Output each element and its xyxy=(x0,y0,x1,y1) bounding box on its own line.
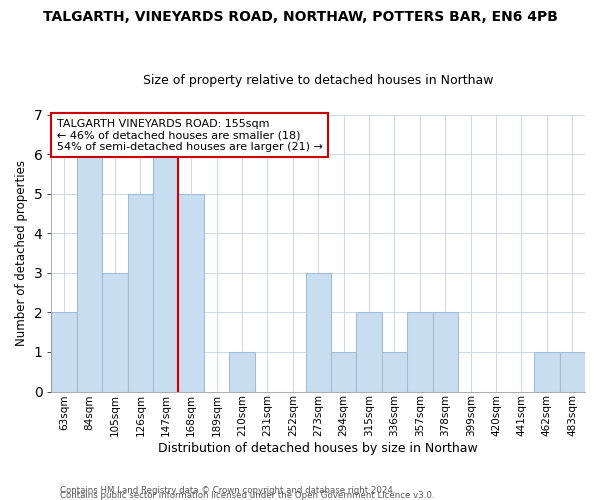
Bar xyxy=(356,312,382,392)
Bar xyxy=(102,273,128,392)
Bar xyxy=(534,352,560,392)
Bar xyxy=(178,194,204,392)
Bar xyxy=(407,312,433,392)
Text: Contains public sector information licensed under the Open Government Licence v3: Contains public sector information licen… xyxy=(60,490,434,500)
Bar xyxy=(331,352,356,392)
Bar xyxy=(153,154,178,392)
Bar xyxy=(229,352,255,392)
Text: TALGARTH, VINEYARDS ROAD, NORTHAW, POTTERS BAR, EN6 4PB: TALGARTH, VINEYARDS ROAD, NORTHAW, POTTE… xyxy=(43,10,557,24)
Y-axis label: Number of detached properties: Number of detached properties xyxy=(15,160,28,346)
Bar xyxy=(77,154,102,392)
Title: Size of property relative to detached houses in Northaw: Size of property relative to detached ho… xyxy=(143,74,493,87)
Text: TALGARTH VINEYARDS ROAD: 155sqm
← 46% of detached houses are smaller (18)
54% of: TALGARTH VINEYARDS ROAD: 155sqm ← 46% of… xyxy=(57,118,323,152)
Bar xyxy=(382,352,407,392)
Bar xyxy=(433,312,458,392)
X-axis label: Distribution of detached houses by size in Northaw: Distribution of detached houses by size … xyxy=(158,442,478,455)
Bar xyxy=(560,352,585,392)
Text: Contains HM Land Registry data © Crown copyright and database right 2024.: Contains HM Land Registry data © Crown c… xyxy=(60,486,395,495)
Bar xyxy=(52,312,77,392)
Bar xyxy=(128,194,153,392)
Bar xyxy=(305,273,331,392)
